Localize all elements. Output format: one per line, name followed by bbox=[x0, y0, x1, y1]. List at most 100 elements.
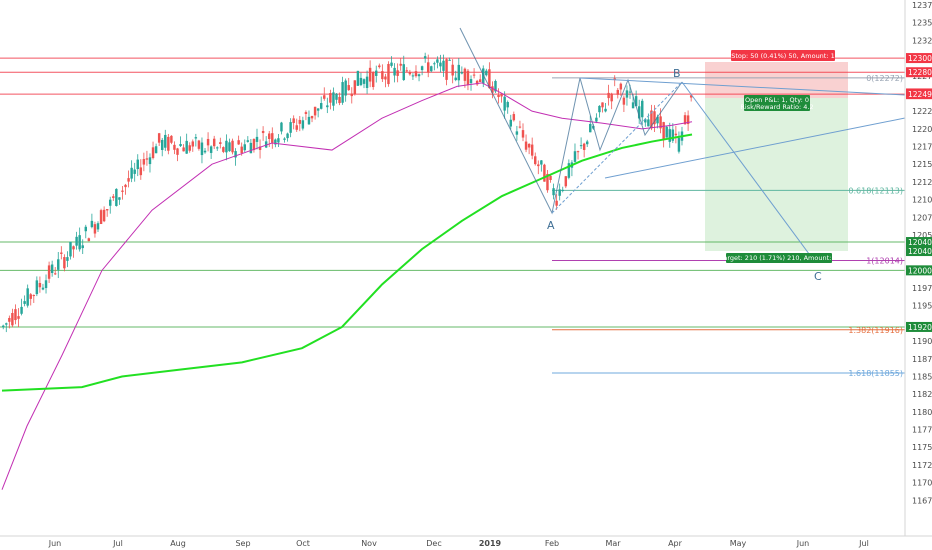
candle-body bbox=[405, 70, 409, 72]
candle-body bbox=[689, 95, 693, 98]
price-tag-box bbox=[906, 265, 932, 276]
candle-body bbox=[439, 62, 442, 67]
candle-body bbox=[121, 190, 124, 192]
candle-body bbox=[212, 138, 216, 147]
time-axis[interactable]: Jun Jul Aug Sep Oct Nov Dec 2019 Feb Mar Apr May Jun… bbox=[48, 539, 869, 548]
candle-body bbox=[399, 63, 402, 66]
candle-body bbox=[478, 79, 482, 83]
x-tick-label: Jul bbox=[112, 539, 123, 548]
candle-body bbox=[23, 301, 26, 304]
candle-body bbox=[353, 80, 357, 95]
candle-body bbox=[105, 209, 109, 211]
stop-label: Stop: 50 (0.41%) 50, Amount: 1 bbox=[731, 52, 835, 60]
x-tick-label: Jul bbox=[858, 539, 869, 548]
candle-body bbox=[17, 316, 20, 319]
price-tag-box bbox=[906, 89, 932, 100]
candle-body bbox=[564, 176, 568, 187]
y-tick-label: 11975 bbox=[912, 284, 932, 293]
candle-body bbox=[347, 85, 350, 91]
candle-body bbox=[503, 96, 506, 111]
candle-body bbox=[656, 116, 659, 124]
candle-body bbox=[304, 112, 308, 114]
candle-body bbox=[41, 287, 45, 290]
candle-body bbox=[485, 70, 488, 76]
candle-body bbox=[313, 106, 317, 116]
price-axis[interactable]: 11675 11700 11725 11750 11775 11800 11825 11850… bbox=[912, 1, 932, 505]
candle-body bbox=[414, 71, 418, 77]
price-tag-text: 12040 bbox=[908, 238, 932, 247]
y-tick-label: 11850 bbox=[912, 372, 932, 381]
fib-label: 1(12014) bbox=[866, 256, 903, 265]
candlestick-series bbox=[2, 52, 693, 333]
candle-body bbox=[280, 122, 283, 132]
candle-body bbox=[243, 144, 246, 151]
candle-body bbox=[546, 173, 549, 191]
candle-body bbox=[188, 145, 191, 151]
candle-body bbox=[589, 123, 592, 133]
candle-body bbox=[408, 71, 412, 75]
candle-body bbox=[261, 130, 265, 134]
candle-body bbox=[310, 115, 314, 119]
b-c-projection-line bbox=[681, 81, 816, 263]
candle-body bbox=[641, 100, 644, 118]
candle-body bbox=[390, 62, 393, 66]
candle-body bbox=[292, 118, 295, 124]
candle-body bbox=[142, 159, 146, 165]
candle-body bbox=[634, 96, 638, 107]
candle-body bbox=[69, 241, 72, 257]
candle-body bbox=[124, 184, 127, 188]
candle-body bbox=[662, 122, 665, 140]
candle-body bbox=[194, 137, 198, 139]
point-c-label: C bbox=[814, 270, 822, 283]
candle-body bbox=[323, 95, 326, 99]
candle-body bbox=[368, 67, 372, 82]
y-tick-label: 12225 bbox=[912, 107, 932, 116]
x-tick-label: Dec bbox=[426, 539, 441, 548]
y-tick-label: 12150 bbox=[912, 160, 932, 169]
candle-body bbox=[8, 317, 11, 322]
candle-body bbox=[579, 145, 583, 147]
candle-body bbox=[506, 102, 509, 108]
x-tick-label: Sep bbox=[235, 539, 250, 548]
candle-body bbox=[558, 189, 561, 196]
candle-body bbox=[543, 164, 546, 182]
candle-body bbox=[683, 115, 687, 125]
price-tag-box bbox=[906, 67, 932, 78]
candle-body bbox=[387, 63, 390, 85]
candle-body bbox=[356, 70, 360, 86]
price-tag-text: 12000 bbox=[908, 266, 932, 275]
candle-body bbox=[561, 189, 564, 191]
price-tag-text: 11920 bbox=[908, 323, 932, 332]
candle-body bbox=[170, 135, 173, 143]
candle-body bbox=[14, 309, 17, 321]
candle-body bbox=[396, 70, 399, 76]
candle-body bbox=[60, 252, 63, 254]
candle-body bbox=[139, 167, 143, 176]
y-tick-label: 12375 bbox=[912, 1, 932, 10]
candle-body bbox=[515, 131, 519, 135]
candle-body bbox=[469, 79, 473, 84]
candle-body bbox=[289, 122, 292, 133]
candle-body bbox=[26, 288, 29, 306]
x-tick-label: Aug bbox=[170, 539, 186, 548]
candle-body bbox=[271, 133, 274, 143]
candle-body bbox=[350, 93, 354, 97]
y-tick-label: 12175 bbox=[912, 143, 932, 152]
y-tick-label: 12350 bbox=[912, 19, 932, 28]
target-label: Target: 210 (1.71%) 210, Amount: 1 bbox=[719, 254, 837, 262]
candle-body bbox=[2, 325, 5, 328]
x-tick-label: Jun bbox=[48, 539, 62, 548]
candle-body bbox=[133, 169, 136, 174]
candle-body bbox=[616, 89, 620, 95]
candle-body bbox=[488, 69, 491, 89]
candle-body bbox=[164, 134, 167, 148]
open-pnl-box: Open P&L: 1, Qty: 0 Risk/Reward Ratio: 4… bbox=[740, 95, 814, 111]
candle-body bbox=[286, 133, 289, 139]
candle-body bbox=[157, 133, 161, 143]
candle-body bbox=[47, 265, 51, 279]
candle-body bbox=[598, 105, 601, 113]
candle-body bbox=[625, 90, 629, 98]
candle-body bbox=[359, 77, 363, 86]
candle-body bbox=[200, 142, 204, 156]
